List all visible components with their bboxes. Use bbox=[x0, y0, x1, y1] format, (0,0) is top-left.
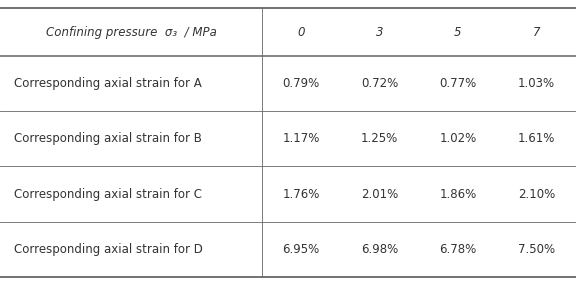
Text: Corresponding axial strain for D: Corresponding axial strain for D bbox=[14, 243, 203, 256]
Text: 6.98%: 6.98% bbox=[361, 243, 398, 256]
Text: 0.72%: 0.72% bbox=[361, 77, 398, 90]
Text: Confining pressure  σ₃  / MPa: Confining pressure σ₃ / MPa bbox=[46, 25, 217, 38]
Text: 3: 3 bbox=[376, 25, 384, 38]
Text: 6.78%: 6.78% bbox=[439, 243, 476, 256]
Text: 1.86%: 1.86% bbox=[439, 188, 476, 201]
Text: Corresponding axial strain for B: Corresponding axial strain for B bbox=[14, 132, 202, 145]
Text: 1.25%: 1.25% bbox=[361, 132, 398, 145]
Text: 0: 0 bbox=[297, 25, 305, 38]
Text: 2.01%: 2.01% bbox=[361, 188, 398, 201]
Text: 1.17%: 1.17% bbox=[283, 132, 320, 145]
Text: Corresponding axial strain for C: Corresponding axial strain for C bbox=[14, 188, 202, 201]
Text: 0.79%: 0.79% bbox=[283, 77, 320, 90]
Text: 2.10%: 2.10% bbox=[518, 188, 555, 201]
Text: 7.50%: 7.50% bbox=[518, 243, 555, 256]
Text: Corresponding axial strain for A: Corresponding axial strain for A bbox=[14, 77, 202, 90]
Text: 1.02%: 1.02% bbox=[439, 132, 476, 145]
Text: 1.03%: 1.03% bbox=[518, 77, 555, 90]
Text: 1.61%: 1.61% bbox=[518, 132, 555, 145]
Text: 5: 5 bbox=[454, 25, 462, 38]
Text: 7: 7 bbox=[533, 25, 540, 38]
Text: 6.95%: 6.95% bbox=[283, 243, 320, 256]
Text: 0.77%: 0.77% bbox=[439, 77, 476, 90]
Text: 1.76%: 1.76% bbox=[283, 188, 320, 201]
